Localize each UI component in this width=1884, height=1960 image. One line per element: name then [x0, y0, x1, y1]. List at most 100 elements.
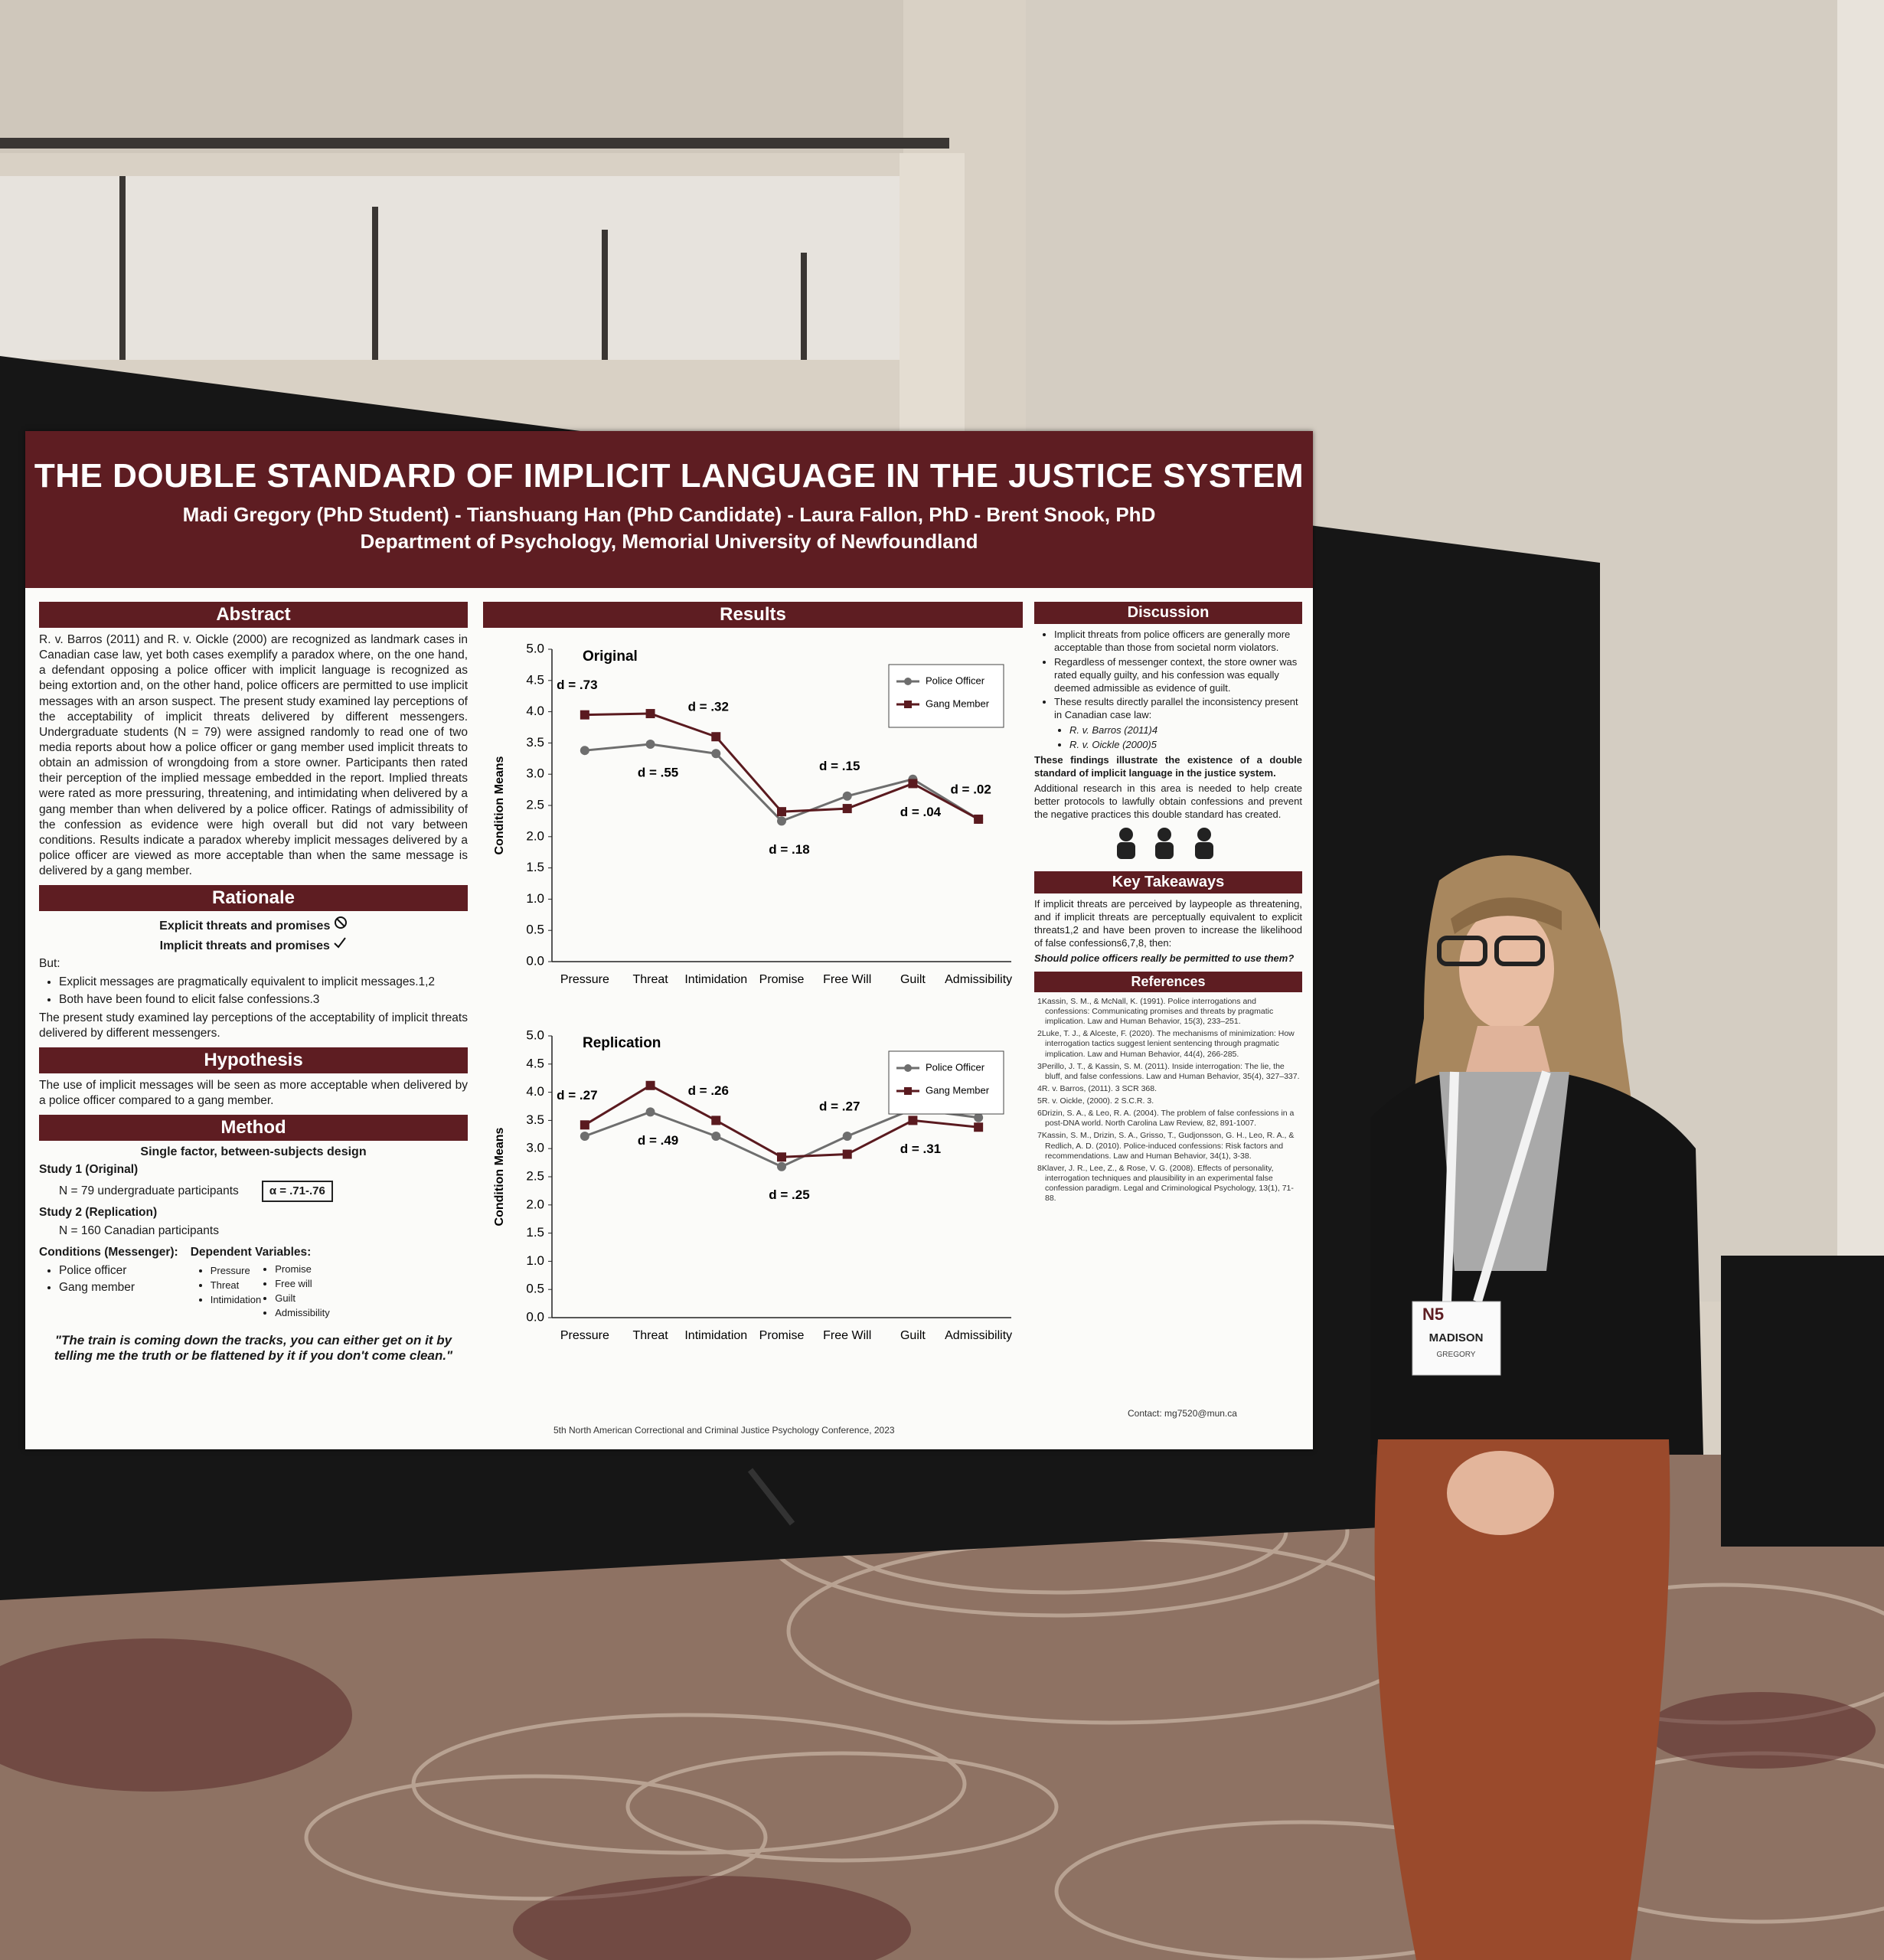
list-item: Pressure: [211, 1265, 266, 1278]
list-item: Promise: [275, 1263, 330, 1276]
reference: 3Perillo, J. T., & Kassin, S. M. (2011).…: [1037, 1061, 1300, 1081]
legend-box: [888, 664, 1004, 728]
section-heading: References: [1034, 971, 1302, 992]
study-n: N = 160 Canadian participants: [59, 1224, 219, 1238]
badge: [1412, 1301, 1501, 1376]
y-tick-label: 3.0: [526, 1141, 544, 1155]
effect-size: d = .27: [819, 1099, 860, 1113]
rationale-implicit: Implicit threats and promises: [159, 939, 330, 953]
x-tick-label: Free Will: [823, 973, 871, 986]
effect-size: d = .25: [769, 1187, 809, 1202]
icons: [1117, 828, 1213, 860]
section-heading: Abstract: [39, 602, 468, 628]
discussion-finding: These findings illustrate the existence …: [1034, 754, 1302, 779]
x-tick-label: Free Will: [823, 1329, 871, 1342]
y-tick-label: 3.0: [526, 766, 544, 781]
rationale-but: But:: [39, 957, 60, 971]
x-tick-label: Intimidation: [684, 1329, 747, 1342]
conditions: Conditions (Messenger): Police officerGa…: [39, 1242, 178, 1322]
discussion-future: Additional research in this area is need…: [1034, 782, 1302, 820]
legend-marker: [904, 678, 912, 685]
rationale-bullets: Explicit messages are pragmatically equi…: [39, 975, 468, 1007]
rationale-line: Implicit threats and promises: [39, 936, 468, 953]
section-heading: Key Takeaways: [1034, 871, 1302, 894]
discussion-bullets: Implicit threats from police officers ar…: [1034, 629, 1302, 722]
hands: [1447, 1451, 1554, 1535]
reference: 4R. v. Barros, (2011). 3 SCR 368.: [1037, 1083, 1158, 1093]
x-tick-label: Guilt: [900, 973, 926, 986]
section-heading: Method: [39, 1115, 468, 1142]
bangs: [1451, 897, 1562, 934]
x-tick-label: Intimidation: [684, 973, 747, 986]
window-mullions: [119, 176, 807, 360]
line-chart: 0.0 0.5 1.0 1.5 2.0 2.5 3.0 3.5 4.0 4.5 5.0 Conditi…: [493, 1027, 1012, 1342]
point: [842, 1149, 852, 1159]
condition-list: Police officerGang member: [39, 1263, 178, 1295]
point: [842, 804, 852, 814]
y-tick-label: 0.0: [526, 1309, 544, 1324]
y-tick-label: 1.0: [526, 891, 544, 906]
y-axis-label: Condition Means: [493, 756, 506, 854]
windows: [0, 176, 903, 360]
legend-label: Police Officer: [926, 1061, 985, 1073]
point: [974, 1112, 984, 1122]
point: [645, 709, 655, 719]
y-tick-label: 2.5: [526, 797, 544, 812]
lanyard: [1442, 1071, 1459, 1302]
x-tick-label: Promise: [759, 1329, 805, 1342]
section-heading: Results: [483, 602, 1023, 628]
y-tick-label: 0.5: [526, 923, 544, 937]
list-item: Threat: [211, 1279, 266, 1292]
point: [645, 740, 655, 750]
point: [777, 816, 786, 826]
point: [974, 1122, 984, 1132]
y-tick-label: 4.0: [526, 1084, 544, 1099]
legend-box: [888, 1050, 1004, 1115]
reference: 7Kassin, S. M., Drizin, S. A., Grisso, T…: [1037, 1131, 1295, 1161]
conditions-label: Conditions (Messenger):: [39, 1246, 178, 1259]
point: [974, 814, 984, 824]
quote: "The train is coming down the tracks, yo…: [54, 1332, 453, 1363]
list-item: Regardless of messenger context, the sto…: [1054, 656, 1302, 695]
x-tick-label: Threat: [632, 973, 668, 986]
person: N5 MADISON GREGORY: [1370, 855, 1703, 1960]
rationale-line: Explicit threats and promises: [39, 916, 468, 933]
badge-surname: GREGORY: [1437, 1351, 1476, 1359]
abstract-text: R. v. Barros (2011) and R. v. Oickle (20…: [39, 633, 468, 878]
conference: 5th North American Correctional and Crim…: [553, 1425, 895, 1436]
point: [711, 1116, 721, 1125]
list-item: R. v. Barros (2011)4: [1069, 724, 1302, 737]
list-item: Intimidation: [211, 1294, 266, 1307]
point: [580, 1120, 589, 1130]
legend-marker: [904, 1087, 912, 1095]
results-column: Results 0.0 0.5 1.0 1.5 2.0 2.5 3.0 3.5 4.0 4.5 5.…: [483, 596, 1023, 1360]
y-tick-label: 2.0: [526, 1197, 544, 1211]
x-tick-label: Admissibility: [945, 973, 1012, 986]
left-column: Abstract R. v. Barros (2011) and R. v. O…: [39, 596, 468, 1377]
reference: 5R. v. Oickle, (2000). 2 S.C.R. 3.: [1037, 1096, 1154, 1106]
point: [645, 1080, 655, 1090]
point: [711, 732, 721, 742]
point: [645, 1107, 655, 1117]
table: [1721, 1256, 1884, 1547]
x-tick-label: Promise: [759, 973, 805, 986]
reference-list: 1Kassin, S. M., & McNall, K. (1991). Pol…: [1034, 997, 1302, 1204]
point: [842, 1132, 852, 1142]
section-heading: Discussion: [1034, 602, 1302, 624]
y-axis-label: Condition Means: [493, 1127, 506, 1226]
glasses: [1494, 936, 1545, 966]
takeaways-text: If implicit threats are perceived by lay…: [1034, 898, 1302, 949]
list-item: Implicit threats from police officers ar…: [1054, 629, 1302, 655]
y-tick-label: 4.5: [526, 1056, 544, 1070]
badge-code: N5: [1422, 1305, 1444, 1324]
forbidden-icon: [334, 916, 347, 929]
carpet-rosettes: [0, 1638, 1876, 1960]
window-frame: [0, 138, 949, 149]
rationale-explicit: Explicit threats and promises: [159, 920, 331, 933]
y-tick-label: 2.0: [526, 828, 544, 843]
x-tick-label: Guilt: [900, 1329, 926, 1342]
reliability: α = .71-.76: [261, 1181, 333, 1202]
case-list: R. v. Barros (2011)4 R. v. Oickle (2000)5: [1034, 724, 1302, 752]
